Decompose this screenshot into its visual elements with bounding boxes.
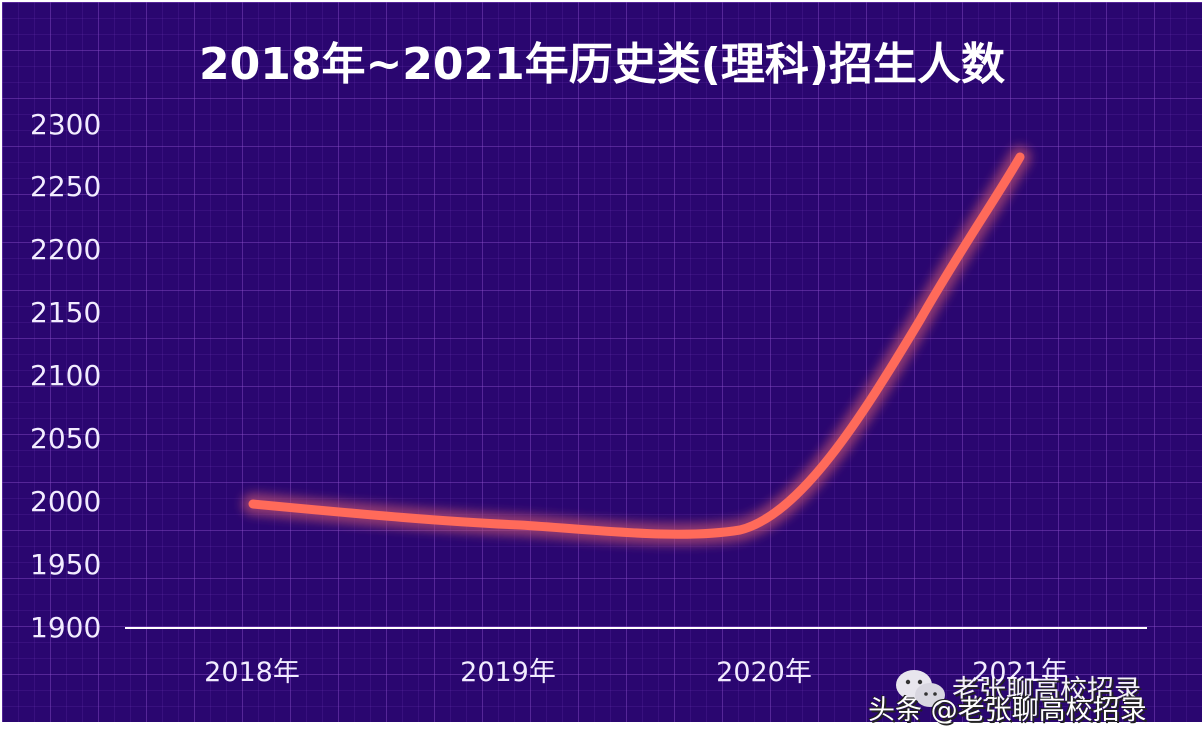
data-line: [248, 152, 1025, 539]
wechat-icon: [896, 670, 945, 707]
chart-background: [2, 2, 1202, 722]
x-tick-label: 2019年: [460, 657, 556, 688]
watermark: 头条 @老张聊高校招录: [868, 695, 1147, 726]
y-tick-label: 2000: [30, 485, 102, 518]
watermark-secondary: 老张聊高校招录: [952, 675, 1141, 706]
chart-title: 2018年~2021年历史类(理科)招生人数: [198, 39, 1005, 90]
y-tick-label: 2300: [30, 108, 102, 141]
x-tick-label: 2020年: [716, 657, 812, 688]
y-tick-label: 2250: [30, 170, 102, 203]
y-tick-label: 2100: [30, 359, 102, 392]
x-tick-label: 2021年: [972, 657, 1068, 688]
y-tick-label: 1950: [30, 548, 102, 581]
y-tick-label: 2200: [30, 233, 102, 266]
y-tick-label: 2150: [30, 296, 102, 329]
y-tick-label: 2050: [30, 422, 102, 455]
y-tick-label: 1900: [30, 611, 102, 644]
x-tick-label: 2018年: [204, 657, 300, 688]
